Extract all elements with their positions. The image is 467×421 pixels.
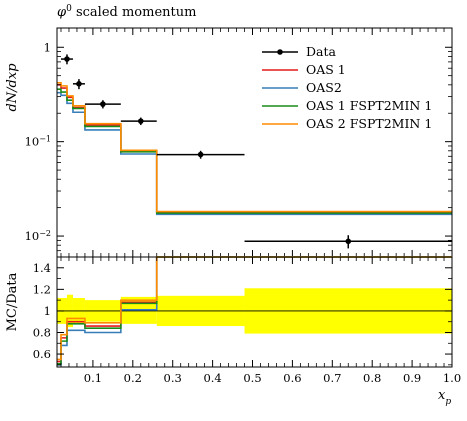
main-y-axis-label: dN/dxp (5, 63, 20, 112)
title-superscript: 0 (66, 4, 72, 14)
ratio-y-tick-label: 0.6 (33, 347, 51, 361)
main-data-points (60, 54, 452, 249)
legend-entry-5: OAS 2 FSPT2MIN 1 (262, 116, 432, 131)
data-point-2 (72, 79, 85, 90)
legend-entry-2: OAS 1 (262, 62, 346, 77)
legend-label: OAS2 (306, 80, 342, 95)
data-point-6 (244, 235, 452, 249)
title-rest: scaled momentum (72, 5, 197, 20)
main-y-tick-base: 10 (25, 135, 40, 149)
ratio-x-tick-label: 0.3 (164, 371, 182, 385)
main-y-tick-exp: −1 (39, 134, 51, 143)
data-point-marker (197, 151, 204, 158)
x-label-symbol: x (438, 388, 446, 403)
ratio-x-axis-label: xp (438, 388, 451, 407)
data-point-marker (64, 56, 70, 62)
ratio-series-group (57, 256, 452, 366)
ratio-y-tick-label: 1 (44, 304, 51, 318)
ratio-x-tick-label: 1.0 (443, 371, 461, 385)
data-point-marker (100, 101, 106, 107)
ratio-frame (56, 256, 453, 368)
chart-title: φ0 scaled momentum (57, 4, 196, 20)
ratio-x-tick-label: 0.2 (124, 371, 142, 385)
legend-entry-4: OAS 1 FSPT2MIN 1 (262, 98, 432, 113)
main-frame (56, 27, 453, 258)
legend-label: OAS 2 FSPT2MIN 1 (306, 116, 432, 131)
ratio-y-ticks: 0.6 0.8 1 1.2 1.4 (33, 261, 452, 366)
main-x-ticks (60, 28, 453, 257)
data-point-3 (84, 100, 121, 109)
title-symbol: φ (57, 5, 67, 20)
data-point-4 (120, 117, 157, 126)
main-y-tick-base: 1 (44, 40, 51, 54)
ratio-x-tick-label: 0.9 (403, 371, 421, 385)
legend-label: OAS 1 (306, 62, 346, 77)
ratio-y-tick-label: 1.2 (33, 282, 51, 296)
main-y-tick-label: 10−2 (25, 229, 51, 244)
x-label-subscript: p (445, 397, 451, 407)
main-y-tick-label: 10−1 (25, 134, 51, 149)
main-series-group (57, 82, 452, 216)
legend-entry-1: Data (262, 44, 336, 59)
ratio-panel: 0.60.811.21.4 0.1 0.2 0.3 0.4 0.5 0.6 0.7 0.8 0.… (5, 256, 461, 407)
main-y-ticks: 10−210−11 (25, 40, 452, 258)
legend-label: OAS 1 FSPT2MIN 1 (306, 98, 432, 113)
legend-label: Data (306, 44, 336, 59)
ratio-x-tick-label: 0.8 (363, 371, 381, 385)
main-panel: 10−210−11 dN/dxp (5, 27, 453, 258)
ratio-y-tick-label: 0.8 (33, 325, 51, 339)
ratio-x-tick-label: 0.6 (283, 371, 301, 385)
ratio-x-tick-label: 0.4 (203, 371, 221, 385)
main-y-tick-label: 1 (44, 40, 51, 54)
ratio-series-4-line (57, 256, 452, 361)
ratio-y-axis-label: MC/Data (5, 272, 20, 331)
ratio-y-tick-label: 1.4 (33, 261, 51, 275)
legend-entry-3: OAS2 (262, 80, 342, 95)
main-y-tick-exp: −2 (39, 229, 51, 238)
data-point-5 (156, 150, 245, 159)
ratio-x-tick-label: 0.1 (84, 371, 102, 385)
ratio-x-ticks: 0.1 0.2 0.3 0.4 0.5 0.6 0.7 0.8 0.9 1.0 (60, 257, 461, 385)
data-point-marker (345, 238, 352, 245)
data-point-marker (76, 81, 82, 87)
main-y-tick-base: 10 (25, 229, 40, 243)
ratio-x-tick-label: 0.5 (243, 371, 261, 385)
main-series-4-line (57, 82, 452, 213)
legend: Data OAS 1 OAS2 OAS 1 FSPT2MIN 1 OAS 2 FSPT2… (262, 44, 432, 131)
legend-marker (277, 49, 283, 55)
data-point-1 (60, 54, 73, 65)
ratio-x-tick-label: 0.7 (323, 371, 341, 385)
data-point-marker (137, 118, 144, 124)
